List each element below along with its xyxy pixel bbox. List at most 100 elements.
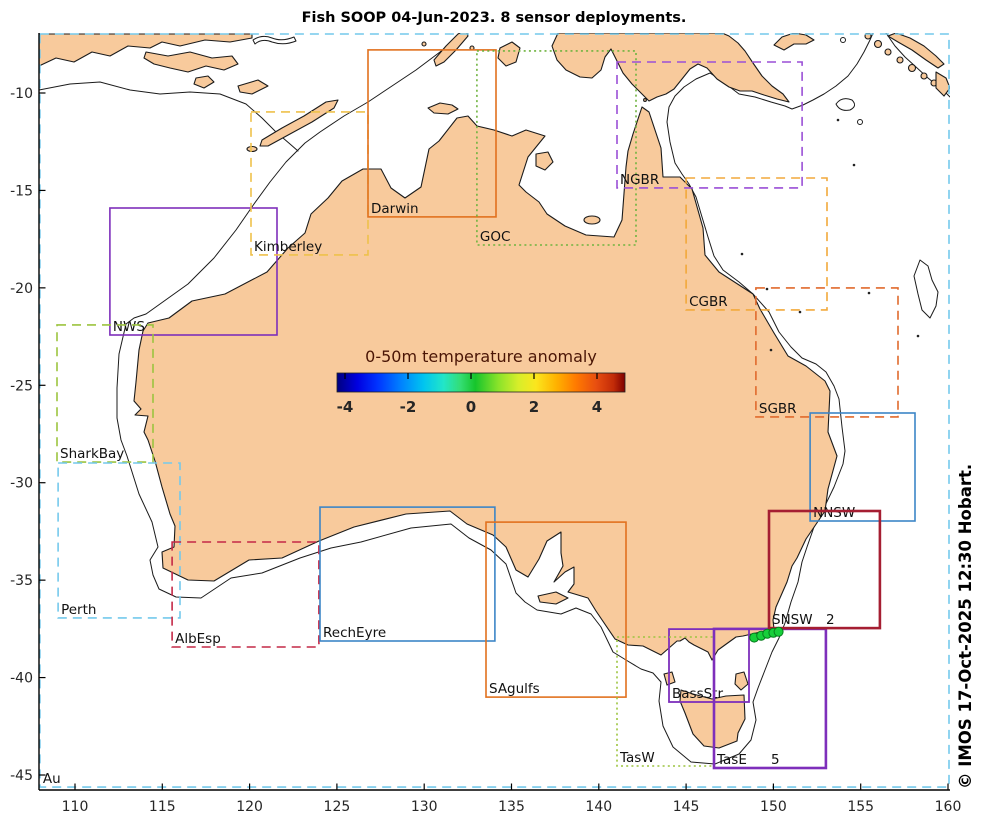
groote-eylandt	[535, 151, 554, 171]
torres-islet	[643, 98, 647, 102]
solomon-islet	[873, 39, 883, 49]
colorbar-tick-label: 2	[529, 398, 539, 416]
region-box-perth	[57, 462, 181, 619]
colorbar-tick-label: 0	[466, 398, 476, 416]
region-label-recheyre: RechEyre	[323, 625, 386, 641]
colorbar-tick-label: 4	[592, 398, 602, 416]
region-label-sgbr: SGBR	[759, 401, 797, 417]
region-box-bassstr	[668, 628, 750, 703]
region-label-sharkbay: SharkBay	[60, 446, 124, 462]
imos-watermark: © IMOS 17-Oct-2025 12:30 Hobart.	[956, 464, 975, 789]
coral-sea-islet	[769, 348, 773, 352]
shelf-contour-sunda	[39, 81, 299, 152]
y-tick-label: -15	[10, 183, 33, 199]
region-box-au	[39, 33, 950, 788]
louisiade-chain	[887, 33, 945, 69]
x-tick-label: 135	[498, 799, 525, 815]
region-box-snsw	[767, 509, 882, 630]
outline-islets	[252, 35, 297, 45]
coral-sea-islet	[740, 252, 744, 256]
region-label-perth: Perth	[61, 602, 96, 618]
solomon-islet	[920, 72, 928, 80]
flinders-island	[734, 671, 749, 691]
y-tick-label: -35	[10, 573, 33, 589]
y-tick-label: -20	[10, 281, 33, 297]
region-box-recheyre	[319, 506, 496, 642]
y-tick-label: -25	[10, 378, 33, 394]
coral-sea-islet	[765, 287, 769, 291]
solomon-islet	[907, 63, 917, 73]
x-tick-label: 150	[760, 799, 787, 815]
region-box-sagulfs	[485, 521, 627, 698]
x-tick-label: 130	[411, 799, 438, 815]
region-box-ngbr	[616, 61, 803, 189]
y-tick-label: -45	[10, 768, 33, 784]
sumbawa-island	[193, 75, 215, 89]
solomon-islet	[884, 48, 892, 56]
rote-island	[246, 145, 258, 153]
y-tick-label: -30	[10, 476, 33, 492]
region-label-tase: TasE	[716, 752, 747, 768]
region-label-snsw: SNSW	[772, 612, 813, 628]
region-box-nnsw	[809, 412, 916, 522]
x-tick-label: 155	[847, 799, 874, 815]
figure-title: Fish SOOP 04-Jun-2023. 8 sensor deployme…	[302, 10, 687, 26]
region-label-ngbr: NGBR	[620, 172, 659, 188]
region-label-kimberley: Kimberley	[254, 239, 322, 255]
colorbar-tick-label: -4	[337, 398, 354, 416]
melville-island	[427, 102, 459, 115]
x-tick-label: 110	[62, 799, 89, 815]
region-label-nws: NWS	[113, 319, 145, 335]
region-box-nws	[109, 207, 278, 336]
x-tick-label: 120	[236, 799, 263, 815]
reef-outline	[913, 259, 939, 319]
right-edge-island	[935, 71, 950, 97]
coral-sea-islet	[852, 163, 856, 167]
colorbar-tick-label: -2	[400, 398, 417, 416]
y-axis-ticks: -10 -15 -20 -25 -30 -35 -40 -45	[10, 86, 46, 784]
y-tick-label: -40	[10, 671, 33, 687]
x-tick-label: 115	[149, 799, 176, 815]
new-guinea-landmass	[551, 33, 790, 103]
outline-islet	[835, 98, 856, 111]
colorbar: 0-50m temperature anomaly -4 -2 0 2 4	[336, 347, 626, 416]
region-label-darwin: Darwin	[371, 201, 419, 217]
region-box-goc	[476, 50, 637, 246]
coral-sea-islet	[836, 118, 840, 122]
aru-islands	[497, 41, 521, 67]
coral-sea-islet	[916, 334, 920, 338]
coral-sea-islet	[798, 310, 802, 314]
outline-islet	[857, 119, 863, 125]
outline-islet	[840, 37, 846, 43]
x-tick-label: 145	[673, 799, 700, 815]
lesser-sunda-chain	[143, 51, 239, 73]
region-count-snsw: 2	[826, 612, 835, 628]
region-label-nnsw: NNSW	[813, 505, 855, 521]
y-tick-label: -10	[10, 86, 33, 102]
sumba-island	[237, 79, 269, 95]
region-count-tase: 5	[771, 752, 780, 768]
colorbar-ticks: -4 -2 0 2 4	[337, 373, 602, 416]
shelf-contour-line	[116, 33, 874, 765]
region-label-albesp: AlbEsp	[175, 631, 221, 647]
x-tick-label: 160	[935, 799, 962, 815]
region-label-au: Au	[43, 771, 61, 787]
region-box-sharkbay	[56, 324, 154, 463]
colorbar-title: 0-50m temperature anomaly	[365, 347, 597, 366]
region-boxes-layer: Au NWS Kimberley Darwin GOC NGBR CGBR SGBR Shark…	[39, 33, 950, 788]
deployment-points	[749, 626, 784, 643]
geography-layer	[39, 33, 950, 765]
kangaroo-island	[537, 591, 569, 605]
new-britain-island	[773, 33, 815, 51]
java-islands	[39, 33, 253, 67]
coral-sea-islet	[867, 291, 871, 295]
timor-island	[259, 99, 339, 147]
region-box-albesp	[171, 541, 320, 648]
x-tick-label: 140	[585, 799, 612, 815]
x-tick-label: 125	[324, 799, 351, 815]
banda-islet	[421, 41, 427, 47]
region-label-goc: GOC	[480, 229, 511, 245]
region-box-darwin	[367, 49, 497, 218]
x-axis-ticks: 110 115 120 125 130 135 140 145 150 155 160	[62, 783, 962, 815]
